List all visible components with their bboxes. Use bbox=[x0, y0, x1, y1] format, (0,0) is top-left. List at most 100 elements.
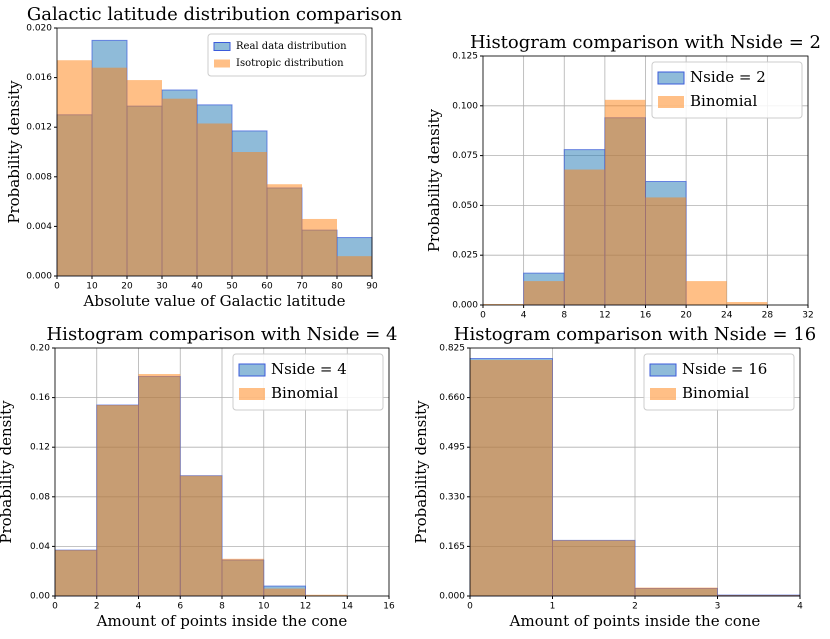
histogram-bar bbox=[523, 281, 565, 305]
chart-title: Galactic latitude distribution compariso… bbox=[27, 4, 403, 25]
y-tick-label: 0.000 bbox=[26, 272, 52, 282]
y-tick-label: 0.04 bbox=[30, 542, 50, 552]
x-tick-label: 10 bbox=[258, 602, 270, 612]
x-tick-label: 4 bbox=[136, 602, 142, 612]
histogram-bar bbox=[635, 587, 718, 596]
y-tick-label: 0.16 bbox=[30, 393, 50, 403]
y-tick-label: 0.000 bbox=[439, 592, 465, 602]
y-tick-label: 0.330 bbox=[439, 492, 465, 502]
x-tick-label: 10 bbox=[86, 282, 98, 292]
legend: Real data distribution Isotropic distribu… bbox=[207, 33, 367, 77]
y-axis-label: Probability density bbox=[425, 108, 443, 252]
y-tick-label: 0.050 bbox=[452, 201, 478, 211]
x-tick-label: 50 bbox=[226, 282, 238, 292]
chart-title: Histogram comparison with Nside = 2 bbox=[470, 32, 821, 53]
x-tick-label: 12 bbox=[599, 311, 610, 321]
x-tick-label: 4 bbox=[797, 602, 803, 612]
y-tick-label: 0.016 bbox=[26, 73, 52, 83]
x-tick-label: 6 bbox=[177, 602, 183, 612]
x-tick-label: 20 bbox=[121, 282, 133, 292]
x-tick-label: 70 bbox=[296, 282, 308, 292]
y-tick-label: 0.025 bbox=[452, 251, 478, 261]
x-tick-label: 16 bbox=[383, 602, 395, 612]
x-tick-label: 40 bbox=[191, 282, 203, 292]
axes-frame bbox=[482, 55, 809, 306]
legend-swatch bbox=[657, 71, 685, 85]
histogram-bar bbox=[470, 360, 553, 596]
y-tick-label: 0.12 bbox=[30, 443, 50, 453]
legend-label: Binomial bbox=[690, 92, 757, 110]
x-tick-label: 16 bbox=[640, 311, 652, 321]
histogram-bar bbox=[96, 405, 139, 596]
x-tick-label: 8 bbox=[561, 311, 567, 321]
histogram-bar bbox=[222, 558, 264, 596]
x-axis-label: Amount of points inside the cone bbox=[509, 612, 761, 630]
legend-label: Isotropic distribution bbox=[236, 58, 344, 69]
legend-box bbox=[232, 353, 384, 411]
axes-frame bbox=[469, 347, 801, 597]
y-tick-label: 0.004 bbox=[26, 222, 52, 232]
histogram-bar bbox=[717, 595, 800, 596]
x-tick-label: 8 bbox=[219, 602, 225, 612]
legend-box bbox=[643, 353, 795, 411]
axes-frame bbox=[54, 347, 390, 597]
histogram-bar bbox=[604, 99, 646, 305]
x-tick-label: 0 bbox=[467, 602, 473, 612]
y-tick-label: 0.20 bbox=[30, 344, 50, 354]
legend: Nside = 16 Binomial bbox=[643, 353, 795, 411]
x-tick-label: 28 bbox=[762, 311, 774, 321]
legend-label: Nside = 2 bbox=[690, 68, 766, 86]
x-tick-label: 0 bbox=[480, 311, 486, 321]
y-axis-label: Probability density bbox=[0, 400, 15, 544]
y-axis-label: Probability density bbox=[412, 400, 430, 544]
legend-box bbox=[651, 61, 803, 119]
legend-swatch bbox=[650, 388, 676, 400]
x-tick-label: 4 bbox=[521, 311, 527, 321]
histogram-bar bbox=[232, 152, 267, 276]
histogram-bar bbox=[726, 302, 768, 305]
panel: Histogram comparison with Nside = 16 0.00… bbox=[412, 324, 816, 630]
y-tick-label: 0.825 bbox=[439, 344, 465, 354]
legend-label: Nside = 16 bbox=[682, 360, 767, 378]
y-tick-label: 0.08 bbox=[30, 492, 50, 502]
histogram-bar bbox=[57, 60, 92, 276]
legend-swatch bbox=[213, 42, 231, 51]
x-tick-label: 1 bbox=[550, 602, 556, 612]
histogram-bar bbox=[162, 98, 197, 277]
histogram-bar bbox=[305, 594, 348, 596]
x-tick-label: 20 bbox=[680, 311, 692, 321]
histogram-bar bbox=[138, 374, 181, 596]
y-tick-label: 0.075 bbox=[452, 151, 478, 161]
y-tick-label: 0.00 bbox=[30, 592, 50, 602]
legend-swatch bbox=[239, 388, 265, 400]
legend-label: Real data distribution bbox=[236, 41, 347, 52]
legend-label: Binomial bbox=[682, 384, 749, 402]
histogram-bar bbox=[645, 197, 687, 305]
x-tick-label: 0 bbox=[52, 602, 58, 612]
legend-swatch bbox=[238, 363, 266, 377]
chart-title: Histogram comparison with Nside = 4 bbox=[46, 324, 397, 345]
legend-label: Binomial bbox=[271, 384, 338, 402]
histogram-bar bbox=[127, 80, 162, 276]
x-axis-label: Amount of points inside the cone bbox=[96, 612, 348, 630]
y-tick-label: 0.100 bbox=[452, 101, 478, 111]
legend: Nside = 4 Binomial bbox=[232, 353, 384, 411]
x-tick-label: 3 bbox=[715, 602, 721, 612]
histogram-bar bbox=[263, 588, 306, 596]
x-tick-label: 0 bbox=[54, 282, 60, 292]
legend: Nside = 2 Binomial bbox=[651, 61, 803, 119]
legend-swatch bbox=[214, 59, 230, 68]
x-tick-label: 2 bbox=[632, 602, 638, 612]
x-tick-label: 60 bbox=[261, 282, 273, 292]
axes-frame bbox=[56, 27, 373, 277]
y-tick-label: 0.165 bbox=[439, 542, 465, 552]
y-tick-label: 0.012 bbox=[26, 123, 52, 133]
histogram-bar bbox=[180, 475, 222, 596]
y-tick-label: 0.020 bbox=[26, 24, 52, 34]
histogram-bar bbox=[686, 281, 727, 305]
panel: Histogram comparison with Nside = 40.000… bbox=[0, 324, 398, 630]
histogram-bar bbox=[55, 550, 97, 596]
y-axis-label: Probability density bbox=[5, 80, 23, 224]
x-tick-label: 12 bbox=[300, 602, 311, 612]
